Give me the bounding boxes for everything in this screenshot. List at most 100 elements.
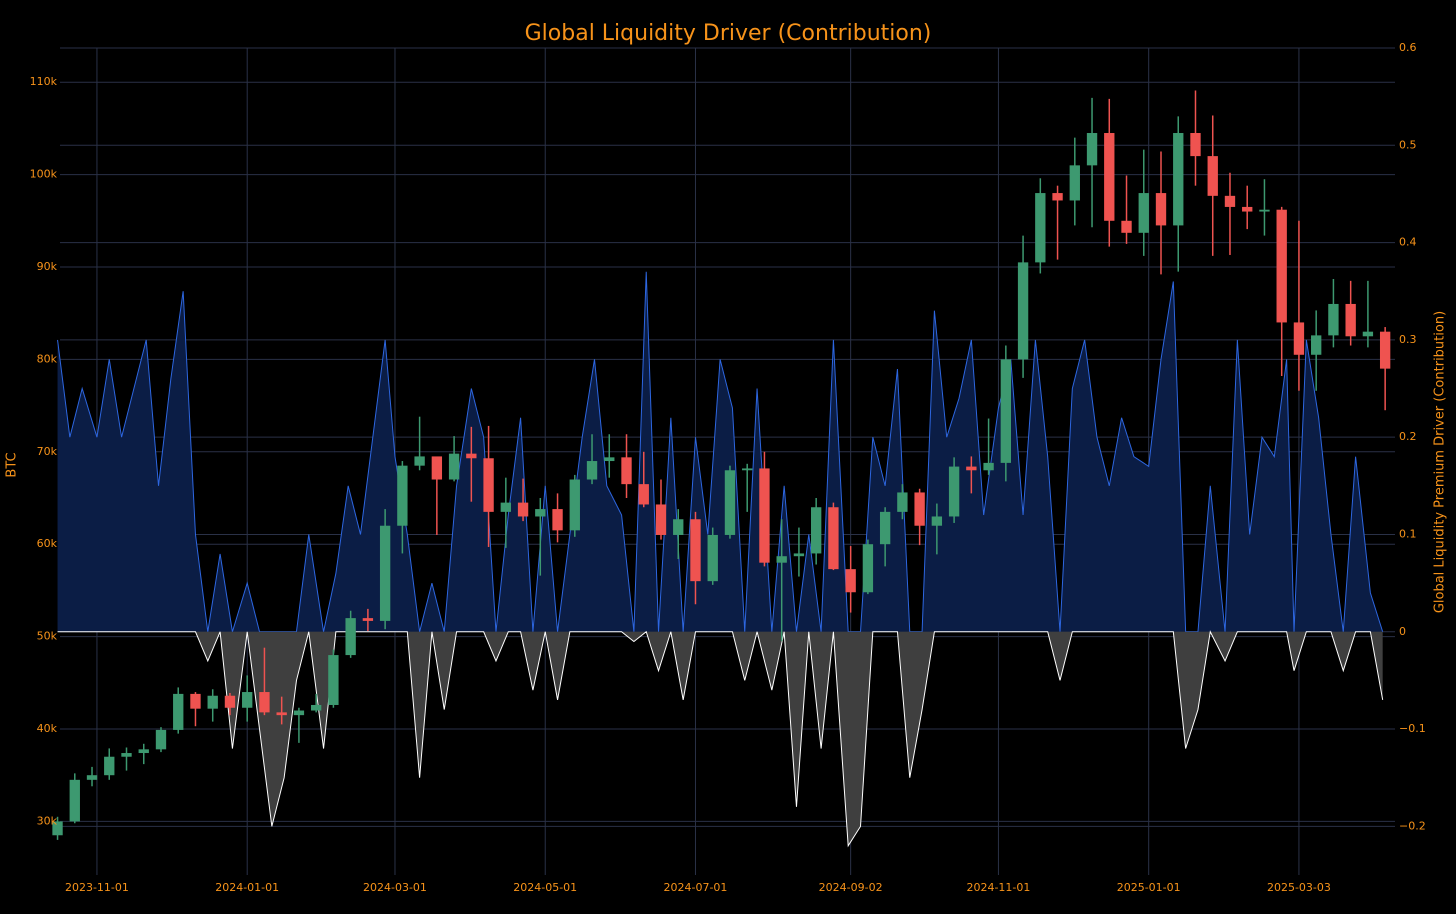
candle-body [879,511,891,545]
candle-body [1138,193,1149,233]
candle-body [724,470,736,535]
area-line [57,271,1384,633]
labels: Global Liquidity Driver (Contribution) B… [5,21,1448,894]
candle-body [1035,193,1046,263]
candle-body [655,504,667,535]
x-tick-label: 2025-01-01 [1117,881,1181,894]
candle-body [621,457,632,485]
candle-body [1173,133,1184,226]
x-tick-label: 2024-11-01 [966,881,1030,894]
candle-body [259,692,270,713]
candle-body [52,821,63,836]
x-tick-label: 2024-03-01 [363,881,427,894]
candle-body [1190,133,1201,157]
candles [52,90,1391,840]
y-tick-label: 50k [37,630,58,643]
candle-body [1259,209,1270,212]
candle-body [1052,193,1063,201]
candle-body [1293,322,1305,355]
x-tick-label: 2023-11-01 [65,881,129,894]
y2-tick-label: 0.5 [1399,138,1417,151]
area-line [57,630,1384,848]
candle-body [69,779,80,822]
candle-body [897,492,908,512]
candle-body [983,462,994,471]
candle-body [1362,331,1374,337]
y-tick-label: 40k [37,722,58,735]
candle-body [121,753,132,757]
candle-body [1069,165,1080,201]
candle-body [793,553,805,557]
y-tick-label: 80k [37,352,58,365]
x-tick-label: 2024-07-01 [664,881,728,894]
candle-body [759,468,770,563]
candle-body [638,484,649,505]
candle-body [535,509,546,517]
candle-body [379,525,391,621]
candle-body [466,453,477,459]
candle-body [1345,303,1356,337]
candle-body [397,465,408,526]
candle-body [673,519,684,535]
candle-body [500,502,511,512]
y2-tick-label: 0.6 [1399,41,1417,54]
candle-body [1328,303,1339,336]
candle-body [1379,331,1391,369]
candle-body [552,509,563,531]
candle-body [586,461,598,480]
y-tick-label: 60k [37,537,58,550]
candle-body [776,556,787,563]
y2-tick-label: −0.1 [1399,722,1426,735]
candle-body [604,457,615,462]
candle-body [155,729,167,750]
y-tick-label: 110k [30,75,58,88]
candle-body [276,712,287,716]
y-axis-title: BTC [5,452,20,477]
candle-body [483,458,494,512]
candle-body [242,692,253,708]
candle-body [173,693,184,730]
candle-body [569,479,580,531]
candle-body [345,618,356,656]
candle-body [1276,209,1287,323]
x-tick-label: 2024-05-01 [513,881,577,894]
candle-body [1242,206,1253,212]
candle-body [931,516,943,526]
y2-tick-label: 0.3 [1399,333,1417,346]
chart-title: Global Liquidity Driver (Contribution) [525,21,932,46]
candle-body [362,618,374,621]
candle-body [1017,262,1029,360]
y-tick-label: 90k [37,260,58,273]
candle-body [448,453,460,480]
candle-body [845,569,856,593]
candle-body [517,502,529,517]
candle-body [328,655,339,705]
candle-body [707,534,718,582]
y2-tick-label: 0 [1399,625,1406,638]
y2-axis-title: Global Liquidity Premium Driver (Contrib… [1433,311,1448,613]
candle-body [1104,133,1115,221]
candle-body [966,466,977,471]
x-tick-label: 2024-09-02 [819,881,883,894]
y-tick-label: 70k [37,445,58,458]
x-tick-label: 2025-03-03 [1267,881,1331,894]
candle-body [104,756,115,776]
candle-body [1155,193,1167,226]
candle-body [948,466,960,517]
candle-body [1000,359,1012,463]
candle-body [1311,335,1322,355]
candle-body [1224,195,1236,207]
candle-body [862,544,874,593]
y2-tick-label: 0.4 [1399,236,1417,249]
candle-body [310,704,322,711]
candle-body [431,456,443,480]
candle-body [190,693,201,709]
candle-body [828,507,839,570]
candle-body [1086,133,1098,166]
x-tick-label: 2024-01-01 [215,881,279,894]
y-tick-label: 100k [30,168,58,181]
candle-body [224,695,236,708]
candle-body [414,456,425,466]
candle-body [914,492,925,526]
